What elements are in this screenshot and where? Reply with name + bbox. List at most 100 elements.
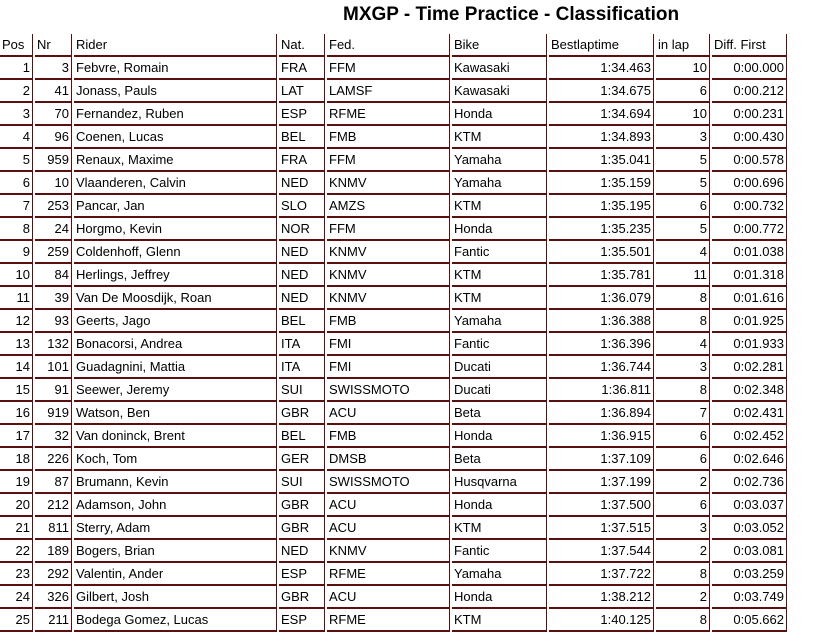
table-row: 24 326 Gilbert, Josh GBR ACU Honda 1:38.212 2 0:…	[0, 586, 787, 609]
cell-bike: KTM	[452, 287, 547, 310]
table-row: 19 87 Brumann, Kevin SUI SWISSMOTO Husqvarna 1…	[0, 471, 787, 494]
cell-bike: KTM	[452, 517, 547, 540]
table-row: 16 919 Watson, Ben GBR ACU Beta 1:36.894 7 0:02.…	[0, 402, 787, 425]
cell-fed: RFME	[327, 563, 450, 586]
cell-in-lap: 8	[656, 287, 710, 310]
cell-pos: 9	[0, 241, 33, 264]
cell-diff-first: 0:02.431	[712, 402, 787, 425]
cell-in-lap: 4	[656, 333, 710, 356]
cell-diff-first: 0:02.736	[712, 471, 787, 494]
cell-fed: ACU	[327, 517, 450, 540]
cell-bestlaptime: 1:37.500	[549, 494, 654, 517]
header-fed: Fed.	[327, 34, 450, 57]
cell-fed: SWISSMOTO	[327, 379, 450, 402]
cell-rider: Vlaanderen, Calvin	[74, 172, 277, 195]
cell-rider: Coenen, Lucas	[74, 126, 277, 149]
cell-in-lap: 2	[656, 471, 710, 494]
cell-in-lap: 5	[656, 149, 710, 172]
cell-nat: FRA	[279, 149, 325, 172]
cell-nr: 84	[35, 264, 72, 287]
cell-rider: Pancar, Jan	[74, 195, 277, 218]
cell-nr: 919	[35, 402, 72, 425]
cell-rider: Bonacorsi, Andrea	[74, 333, 277, 356]
cell-nat: BEL	[279, 126, 325, 149]
cell-bestlaptime: 1:36.915	[549, 425, 654, 448]
header-bike: Bike	[452, 34, 547, 57]
cell-pos: 14	[0, 356, 33, 379]
cell-in-lap: 6	[656, 425, 710, 448]
cell-bike: Beta	[452, 402, 547, 425]
cell-pos: 3	[0, 103, 33, 126]
cell-rider: Renaux, Maxime	[74, 149, 277, 172]
cell-in-lap: 7	[656, 402, 710, 425]
cell-in-lap: 2	[656, 540, 710, 563]
cell-in-lap: 5	[656, 218, 710, 241]
cell-bike: Kawasaki	[452, 57, 547, 80]
cell-diff-first: 0:00.430	[712, 126, 787, 149]
cell-fed: RFME	[327, 609, 450, 632]
cell-bestlaptime: 1:34.694	[549, 103, 654, 126]
cell-nr: 292	[35, 563, 72, 586]
cell-nr: 326	[35, 586, 72, 609]
cell-pos: 2	[0, 80, 33, 103]
cell-fed: FMB	[327, 126, 450, 149]
cell-fed: FMI	[327, 356, 450, 379]
cell-rider: Valentin, Ander	[74, 563, 277, 586]
cell-nr: 96	[35, 126, 72, 149]
cell-bestlaptime: 1:36.894	[549, 402, 654, 425]
cell-fed: ACU	[327, 494, 450, 517]
cell-nat: GBR	[279, 402, 325, 425]
cell-rider: Guadagnini, Mattia	[74, 356, 277, 379]
cell-in-lap: 10	[656, 103, 710, 126]
cell-diff-first: 0:00.231	[712, 103, 787, 126]
cell-nat: GBR	[279, 517, 325, 540]
cell-rider: Brumann, Kevin	[74, 471, 277, 494]
cell-nat: NED	[279, 287, 325, 310]
cell-bestlaptime: 1:37.544	[549, 540, 654, 563]
cell-bestlaptime: 1:37.109	[549, 448, 654, 471]
cell-in-lap: 6	[656, 448, 710, 471]
cell-rider: Bogers, Brian	[74, 540, 277, 563]
cell-diff-first: 0:03.052	[712, 517, 787, 540]
table-row: 21 811 Sterry, Adam GBR ACU KTM 1:37.515 3 0:03.…	[0, 517, 787, 540]
cell-rider: Gilbert, Josh	[74, 586, 277, 609]
cell-bestlaptime: 1:35.235	[549, 218, 654, 241]
cell-bike: Beta	[452, 448, 547, 471]
cell-pos: 20	[0, 494, 33, 517]
cell-nr: 211	[35, 609, 72, 632]
cell-nat: LAT	[279, 80, 325, 103]
cell-rider: Seewer, Jeremy	[74, 379, 277, 402]
cell-bike: Fantic	[452, 540, 547, 563]
cell-bestlaptime: 1:34.463	[549, 57, 654, 80]
cell-pos: 10	[0, 264, 33, 287]
cell-diff-first: 0:03.037	[712, 494, 787, 517]
cell-nr: 93	[35, 310, 72, 333]
cell-bestlaptime: 1:37.515	[549, 517, 654, 540]
cell-diff-first: 0:01.616	[712, 287, 787, 310]
cell-in-lap: 8	[656, 563, 710, 586]
cell-nat: ESP	[279, 563, 325, 586]
cell-nat: NED	[279, 264, 325, 287]
cell-rider: Bodega Gomez, Lucas	[74, 609, 277, 632]
cell-bike: KTM	[452, 264, 547, 287]
cell-nr: 811	[35, 517, 72, 540]
cell-rider: Adamson, John	[74, 494, 277, 517]
cell-diff-first: 0:00.000	[712, 57, 787, 80]
cell-bike: KTM	[452, 195, 547, 218]
cell-rider: Geerts, Jago	[74, 310, 277, 333]
cell-diff-first: 0:01.925	[712, 310, 787, 333]
cell-bike: KTM	[452, 126, 547, 149]
cell-nat: BEL	[279, 310, 325, 333]
cell-bike: Honda	[452, 425, 547, 448]
table-row: 22 189 Bogers, Brian NED KNMV Fantic 1:37.544 2…	[0, 540, 787, 563]
table-row: 1 3 Febvre, Romain FRA FFM Kawasaki 1:34.463 10…	[0, 57, 787, 80]
cell-diff-first: 0:02.348	[712, 379, 787, 402]
cell-diff-first: 0:00.696	[712, 172, 787, 195]
cell-rider: Van doninck, Brent	[74, 425, 277, 448]
cell-bike: Honda	[452, 586, 547, 609]
cell-bestlaptime: 1:40.125	[549, 609, 654, 632]
cell-pos: 17	[0, 425, 33, 448]
cell-diff-first: 0:01.038	[712, 241, 787, 264]
cell-in-lap: 6	[656, 80, 710, 103]
cell-nr: 189	[35, 540, 72, 563]
